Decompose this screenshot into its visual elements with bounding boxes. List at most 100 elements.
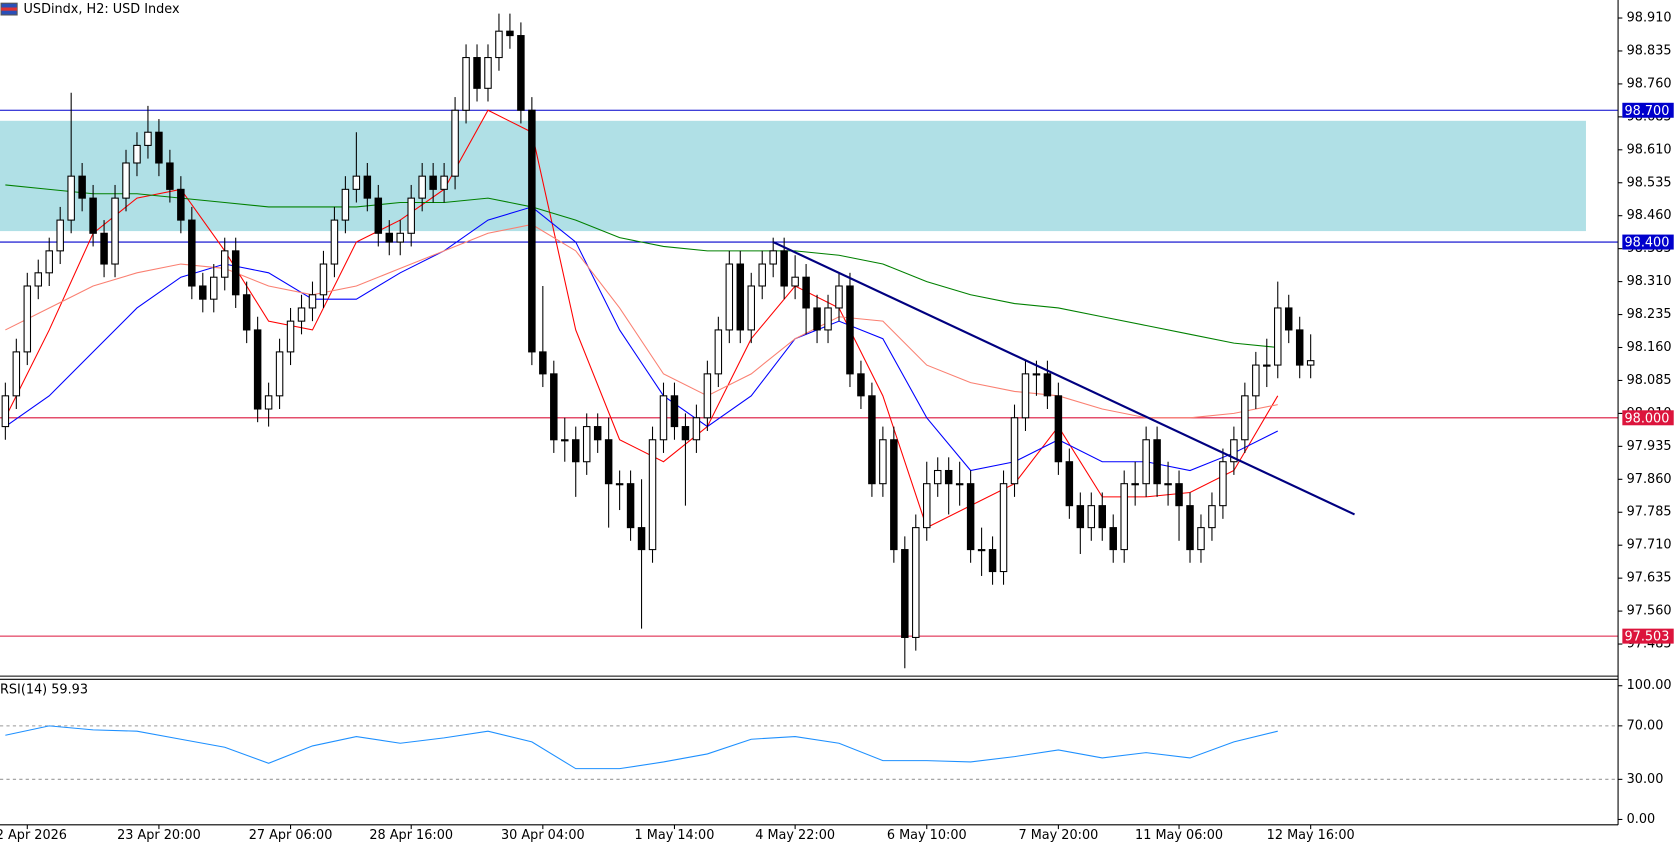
candle-body [879, 439, 887, 485]
candle-body [1, 395, 10, 428]
candle-body [1164, 483, 1172, 486]
candle-body [539, 351, 547, 375]
candle-body [1120, 483, 1128, 551]
candle-body [1274, 307, 1282, 366]
candle-body [1087, 505, 1096, 529]
candle-body [988, 549, 997, 573]
candle-body [297, 307, 306, 322]
x-tick-label: 22 Apr 2026 [0, 828, 67, 843]
candle-body [1109, 527, 1117, 551]
candle-body [1065, 461, 1074, 507]
rsi-title: RSI(14) 59.93 [0, 683, 88, 698]
candle-body [188, 219, 196, 287]
candle-body [955, 483, 964, 486]
candle-body [484, 57, 492, 89]
candle-body [604, 439, 613, 485]
rsi-y-tick-label: 70.00 [1627, 718, 1664, 733]
candle-body [1241, 395, 1249, 441]
candle-body [736, 263, 745, 331]
candle-body [1131, 483, 1139, 486]
y-tick-label: 98.235 [1627, 307, 1672, 322]
candle-body [571, 439, 580, 463]
candle-body [1098, 505, 1107, 529]
candle-body [407, 197, 415, 234]
x-tick-label: 12 May 16:00 [1267, 828, 1355, 843]
candle-body [1054, 395, 1063, 463]
candle-body [319, 263, 328, 296]
candle-body [923, 483, 931, 529]
candle-body [1284, 307, 1293, 331]
x-tick-label: 1 May 14:00 [635, 828, 715, 843]
x-tick-label: 4 May 22:00 [755, 828, 835, 843]
x-tick-label: 11 May 06:00 [1135, 828, 1223, 843]
candle-body [593, 426, 602, 441]
y-tick-label: 98.910 [1627, 11, 1672, 26]
candle-body [220, 250, 229, 278]
candle-body [231, 250, 240, 296]
level-label-box [1622, 234, 1674, 250]
level-label: 98.000 [1624, 411, 1669, 426]
candle-body [912, 527, 920, 638]
candle-body [1219, 461, 1227, 507]
candle-body [451, 109, 459, 177]
candle-body [868, 395, 876, 485]
candle-body [210, 276, 218, 300]
moving-average [5, 184, 1278, 349]
candle-body [199, 285, 207, 300]
candle-body [1208, 505, 1216, 529]
candle-body [12, 351, 21, 397]
candle-body [933, 469, 942, 485]
candle-body [857, 373, 865, 397]
candle-body [1076, 505, 1085, 529]
candle-body [725, 263, 734, 331]
candle-body [1043, 373, 1052, 397]
y-tick-label: 98.610 [1627, 142, 1672, 157]
candle-body [363, 175, 372, 199]
candle-body [506, 30, 514, 37]
candle-body [264, 395, 273, 410]
candle-body [846, 285, 854, 375]
candle-body [835, 285, 843, 309]
candle-body [582, 426, 591, 463]
y-tick-label: 98.535 [1627, 175, 1672, 190]
candle-body [637, 527, 646, 551]
rsi-y-tick-label: 100.00 [1627, 678, 1672, 693]
candle-body [385, 232, 394, 243]
candle-body [166, 162, 174, 190]
level-label-box [1622, 102, 1674, 118]
rsi-y-tick-label: 0.00 [1627, 812, 1656, 827]
candle-body [462, 57, 470, 111]
candle-body [977, 549, 986, 552]
y-tick-label: 98.760 [1627, 76, 1672, 91]
candle-body [1010, 417, 1019, 485]
candle-body [133, 144, 141, 164]
candle-body [703, 373, 712, 419]
plot-layer [0, 13, 1619, 780]
candle-body [122, 162, 130, 199]
candle-body [626, 483, 635, 529]
candle-body [308, 294, 317, 309]
candle-body [1197, 527, 1205, 551]
candle-body [1295, 329, 1304, 366]
candle-body [111, 197, 119, 265]
candle-body [341, 188, 350, 221]
candle-body [681, 426, 690, 441]
candle-body [1186, 505, 1194, 551]
flag-icon-stripe [1, 7, 18, 11]
candle-body [802, 276, 810, 309]
candle-body [440, 175, 448, 190]
candle-body [747, 285, 755, 331]
candle-body [89, 197, 97, 234]
candle-body [901, 549, 909, 638]
candle-body [1252, 364, 1260, 397]
candle-body [944, 469, 953, 485]
candle-body [550, 373, 558, 441]
level-label-box [1622, 628, 1674, 644]
candle-body [155, 131, 163, 164]
candle-body [1306, 360, 1315, 366]
y-tick-label: 97.785 [1627, 505, 1672, 520]
y-tick-label: 97.710 [1627, 538, 1672, 553]
candle-body [659, 395, 668, 441]
candle-body [253, 329, 262, 410]
